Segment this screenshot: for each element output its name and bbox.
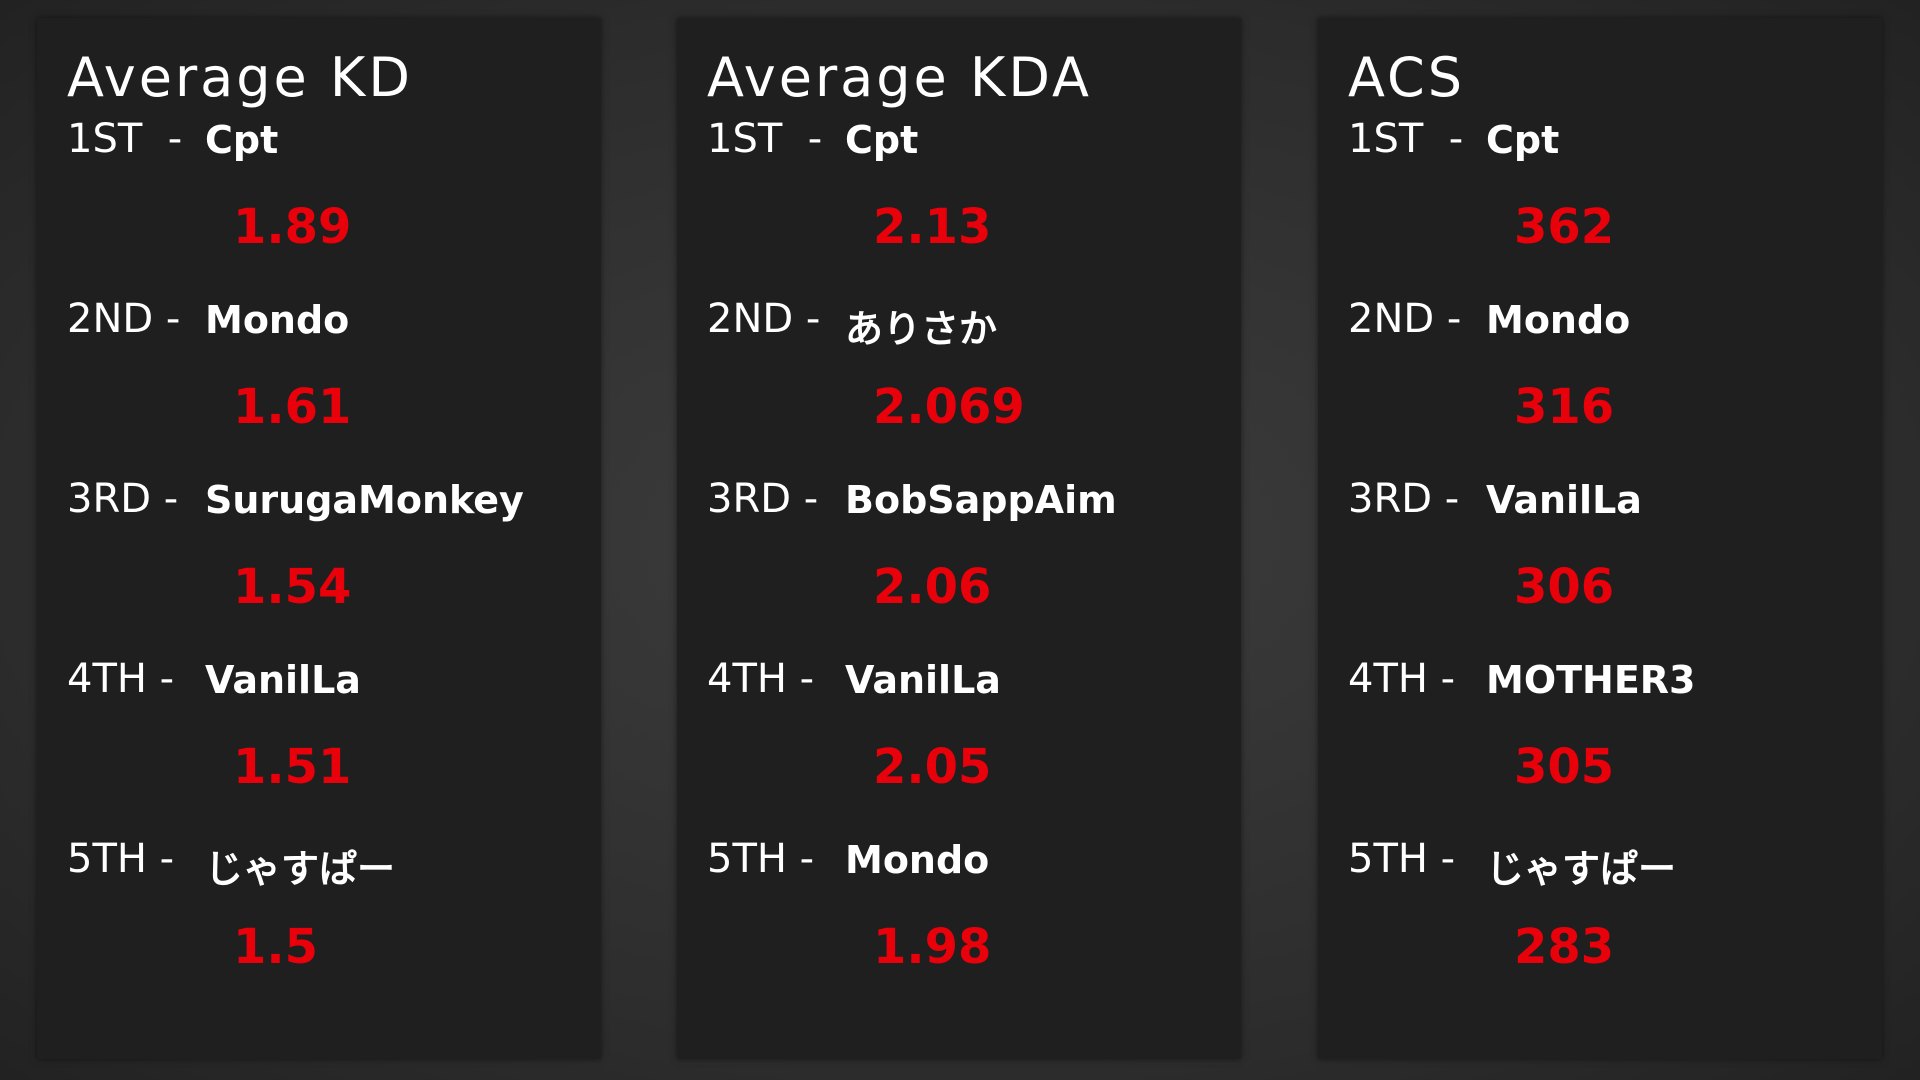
stat-value: 2.05	[873, 739, 992, 795]
stat-value: 1.89	[233, 199, 352, 255]
rank-label: 2ND -	[67, 296, 181, 342]
player-name: Mondo	[205, 298, 350, 342]
rank-label: 3RD -	[67, 476, 179, 522]
rank-label: 4TH -	[67, 656, 175, 702]
player-name: ありさか	[845, 307, 998, 351]
player-name: Cpt	[1486, 118, 1560, 162]
player-name: SurugaMonkey	[205, 478, 524, 522]
stat-value: 1.5	[233, 919, 319, 975]
stat-value: 1.51	[233, 739, 352, 795]
player-name: MOTHER3	[1486, 658, 1696, 702]
stat-value: 2.06	[873, 559, 992, 615]
player-name: Cpt	[205, 118, 279, 162]
stat-panel: ACS 1ST - Cpt 362 2ND - Mondo 316 3RD - VanilLa 3…	[1318, 18, 1882, 1059]
stat-panel: Average KD 1ST - Cpt 1.89 2ND - Mondo 1.61 3RD …	[37, 18, 601, 1059]
player-name: VanilLa	[205, 658, 361, 702]
player-name: じゃすぱー	[1486, 847, 1677, 891]
rank-label: 3RD -	[1348, 476, 1460, 522]
panel-title: ACS	[1348, 46, 1465, 109]
stat-value: 362	[1514, 199, 1615, 255]
player-name: Mondo	[1486, 298, 1631, 342]
stat-value: 283	[1514, 919, 1615, 975]
rank-label: 3RD -	[707, 476, 819, 522]
stat-panel: Average KDA 1ST - Cpt 2.13 2ND - ありさか 2.069 3RD…	[677, 18, 1241, 1059]
stat-value: 316	[1514, 379, 1615, 435]
rank-label: 5TH -	[1348, 836, 1456, 882]
stat-value: 2.069	[873, 379, 1025, 435]
rank-label: 4TH -	[1348, 656, 1456, 702]
player-name: じゃすぱー	[205, 847, 396, 891]
stat-value: 2.13	[873, 199, 992, 255]
player-name: VanilLa	[845, 658, 1001, 702]
rank-label: 4TH -	[707, 656, 815, 702]
player-name: Mondo	[845, 838, 990, 882]
panel-title: Average KDA	[707, 46, 1092, 109]
rank-label: 2ND -	[1348, 296, 1462, 342]
rank-label: 1ST -	[67, 116, 183, 162]
stat-value: 1.61	[233, 379, 352, 435]
player-name: Cpt	[845, 118, 919, 162]
player-name: VanilLa	[1486, 478, 1642, 522]
rank-label: 5TH -	[707, 836, 815, 882]
rank-label: 1ST -	[1348, 116, 1464, 162]
rank-label: 2ND -	[707, 296, 821, 342]
player-name: BobSappAim	[845, 478, 1117, 522]
stat-value: 306	[1514, 559, 1615, 615]
panel-title: Average KD	[67, 46, 413, 109]
stat-value: 1.54	[233, 559, 352, 615]
rank-label: 5TH -	[67, 836, 175, 882]
stat-value: 305	[1514, 739, 1615, 795]
rank-label: 1ST -	[707, 116, 823, 162]
stat-value: 1.98	[873, 919, 992, 975]
